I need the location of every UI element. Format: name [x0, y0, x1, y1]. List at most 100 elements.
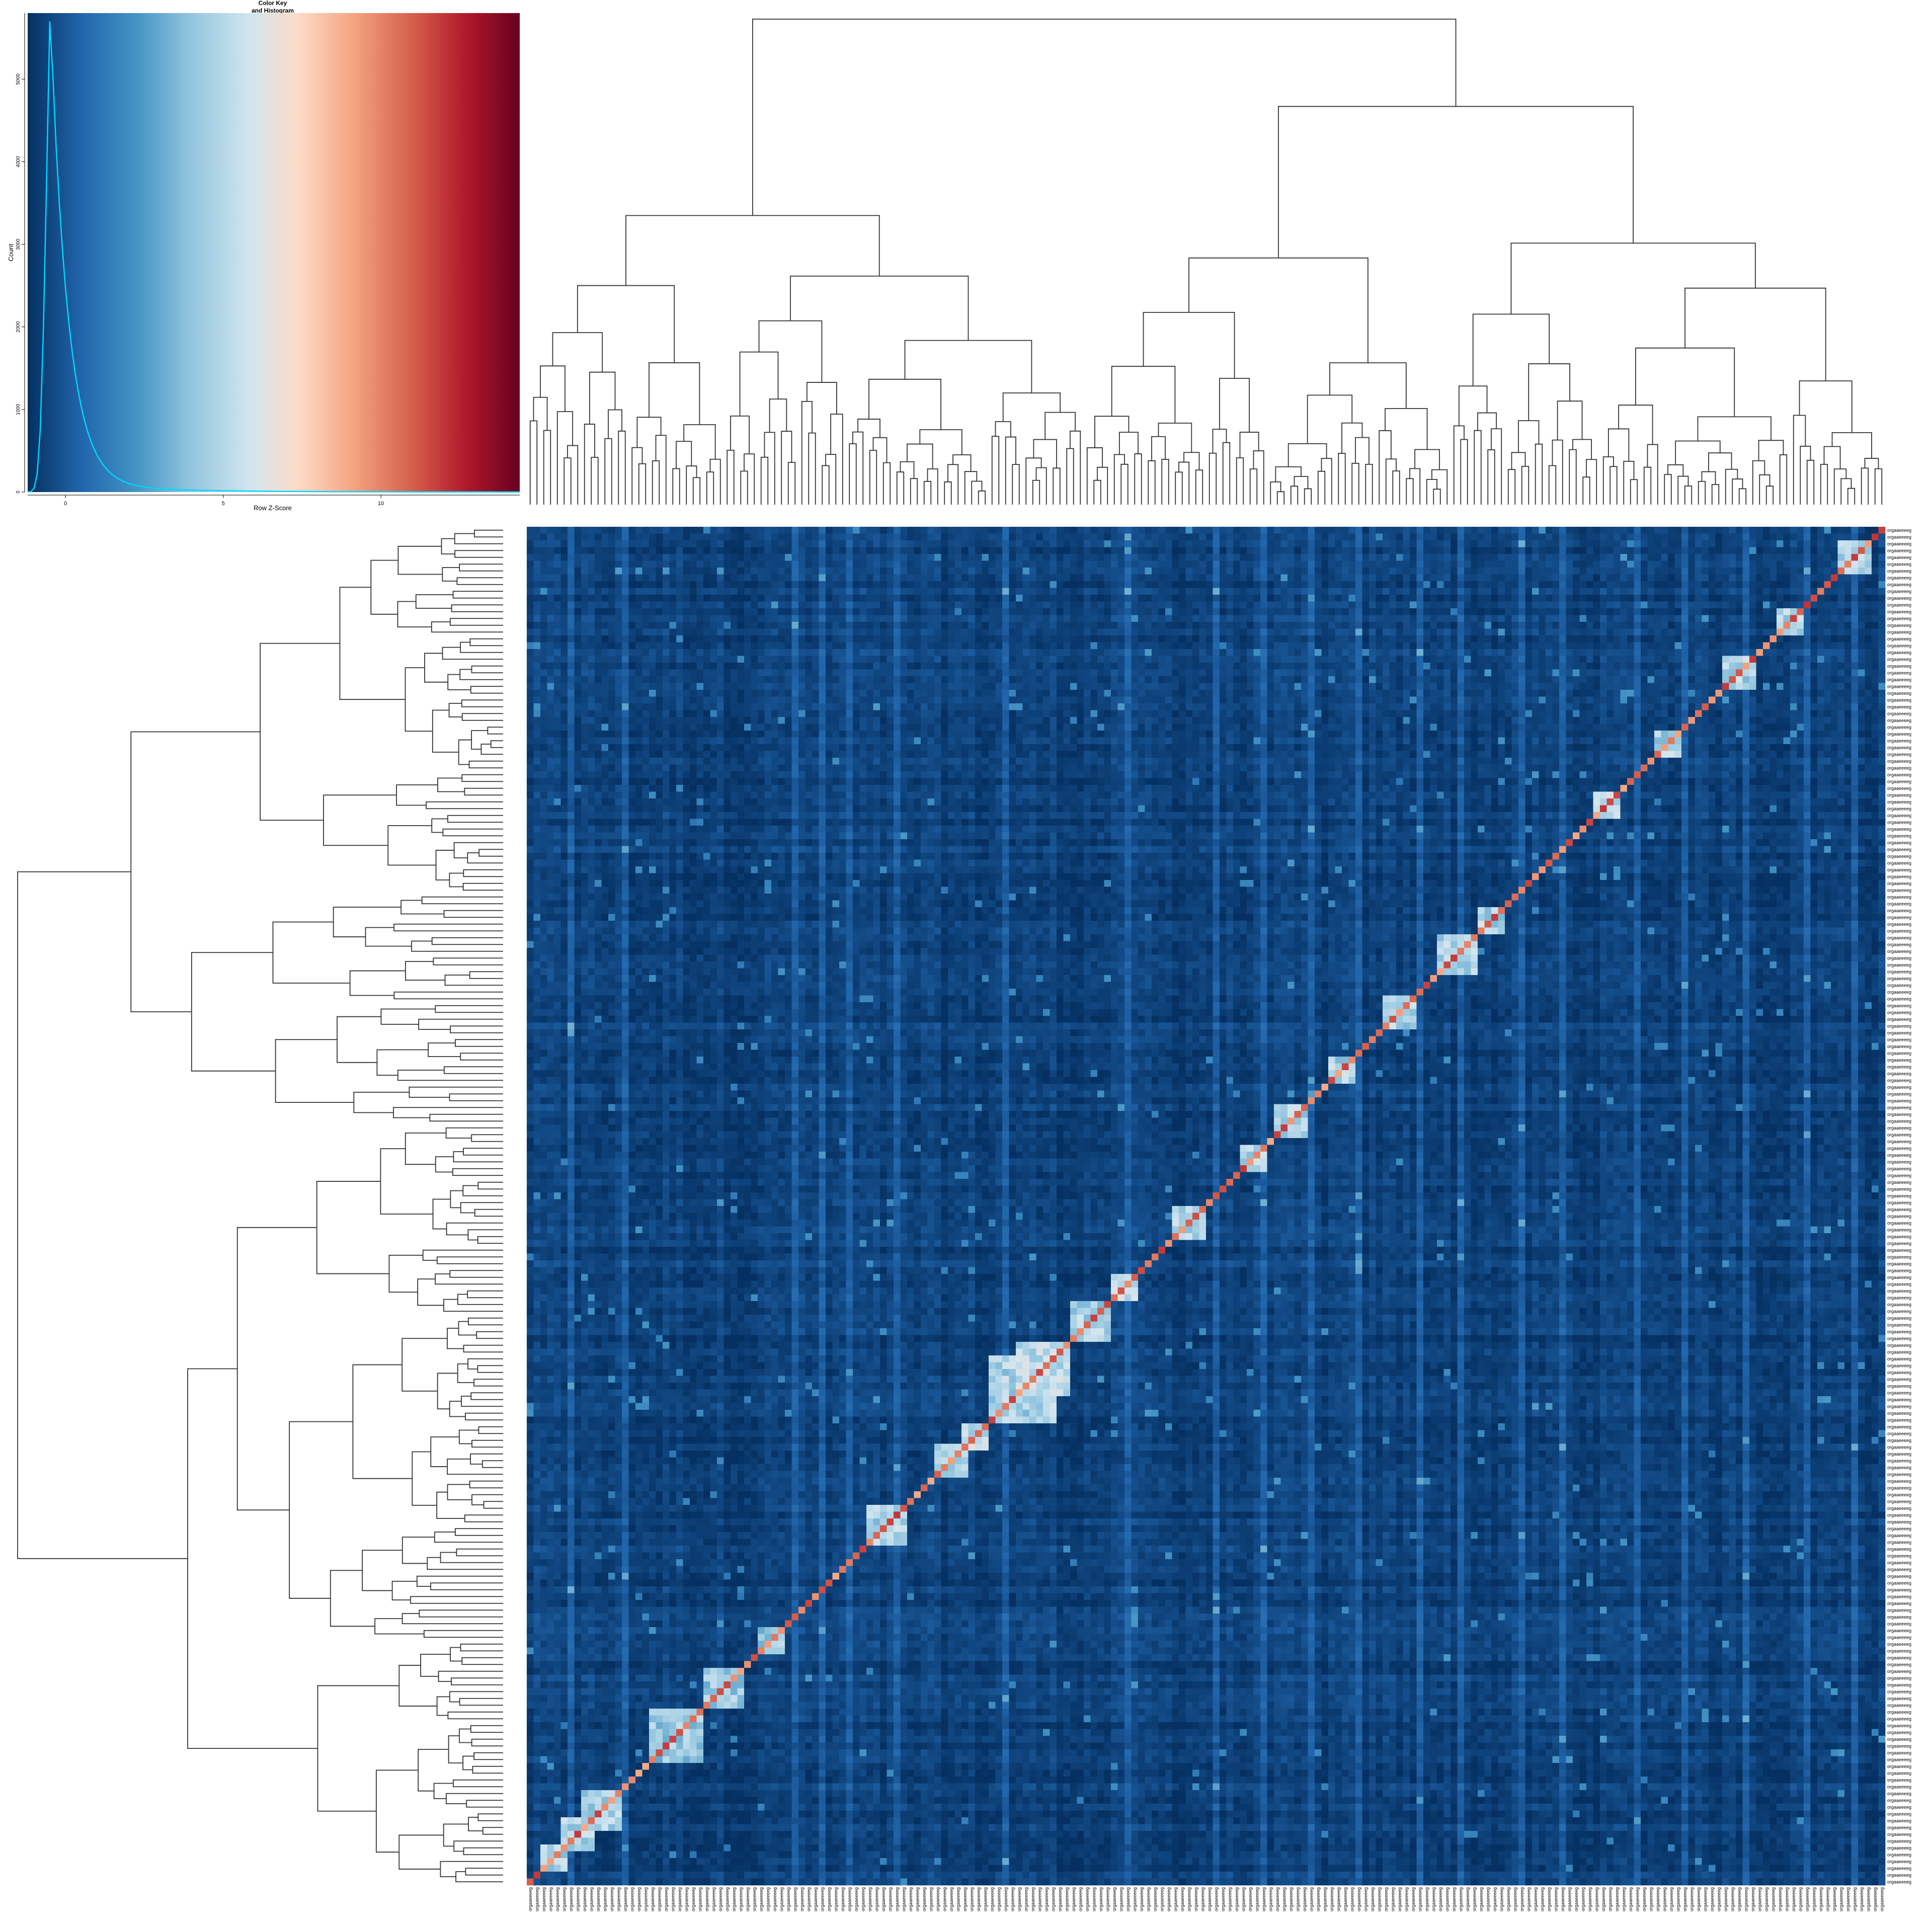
column-dendrogram-branch: [1318, 471, 1325, 505]
column-dendrogram-branch: [924, 481, 931, 505]
row-dendrogram-branch: [455, 550, 503, 557]
column-dendrogram-branch: [1553, 440, 1563, 505]
row-dendrogram-branch: [260, 643, 340, 821]
column-dendrogram-branch: [1511, 243, 1755, 314]
row-dendrogram: [18, 530, 503, 1882]
row-dendrogram-branch: [471, 686, 503, 693]
row-dendrogram-branch: [371, 560, 398, 614]
column-dendrogram-branch: [1053, 468, 1060, 505]
row-dendrogram-branch: [131, 732, 260, 1012]
column-dendrogram-branch: [944, 482, 951, 505]
column-dendrogram-branch: [1270, 482, 1280, 505]
column-dendrogram-branch: [1152, 437, 1165, 461]
row-dendrogram-branch: [397, 602, 431, 627]
column-dendrogram-branch: [1033, 480, 1040, 505]
column-dendrogram-branch: [1386, 459, 1396, 505]
column-dendrogram-branch: [656, 435, 666, 505]
row-dendrogram-branch: [443, 648, 503, 660]
column-dendrogram-branch: [1699, 481, 1706, 505]
column-dendrogram-branch: [1753, 461, 1765, 505]
column-dendrogram-branch: [649, 363, 699, 425]
color-key-ytick-label: 3000: [16, 238, 21, 250]
column-dendrogram-branch: [1036, 468, 1046, 505]
column-dendrogram-branch: [1832, 433, 1872, 458]
column-dendrogram-branch: [1459, 386, 1487, 426]
column-dendrogram-branch: [568, 446, 578, 505]
column-dendrogram-branch: [1305, 489, 1312, 505]
column-dendrogram-branch: [1678, 476, 1688, 505]
row-dendrogram-branch: [460, 642, 503, 653]
column-dendrogram-branch: [707, 472, 714, 505]
column-dendrogram-branch: [1807, 460, 1814, 505]
column-dendrogram-branch: [1636, 348, 1734, 417]
column-dendrogram-branch: [693, 477, 700, 505]
column-dendrogram-branch: [1619, 405, 1653, 444]
row-dendrogram-branch: [416, 595, 453, 608]
column-dendrogram-branch: [965, 471, 977, 505]
row-dendrogram-branch: [488, 727, 503, 734]
column-dendrogram-branch: [907, 444, 933, 469]
color-key-xlabel: Row Z-Score: [254, 504, 292, 512]
row-dendrogram-branch: [462, 700, 503, 707]
column-dendrogram-branch: [1114, 455, 1124, 505]
row-dendrogram-branch: [394, 924, 503, 931]
column-dendrogram-branch: [1223, 443, 1230, 505]
column-dendrogram-branch: [1410, 468, 1420, 505]
column-dendrogram-branch: [1732, 479, 1742, 505]
row-dendrogram-branch: [472, 666, 503, 673]
row-dendrogram-branch: [366, 928, 412, 946]
column-dendrogram-branch: [744, 454, 754, 505]
row-dendrogram-branch: [479, 849, 503, 856]
row-dendrogram-branch: [436, 850, 454, 880]
row-dendrogram-branch: [398, 546, 442, 575]
row-dendrogram-branch: [459, 564, 503, 571]
column-dendrogram-branch: [853, 432, 863, 505]
column-dendrogram-branch: [637, 417, 661, 447]
column-dendrogram-branch: [1379, 431, 1391, 505]
column-dendrogram-branch: [809, 433, 816, 505]
column-dendrogram-branch: [928, 469, 938, 505]
column-dendrogram-branch: [591, 457, 598, 505]
column-dendrogram-branch: [1759, 475, 1769, 505]
column-dendrogram: [530, 19, 1882, 505]
column-dendrogram-branch: [826, 454, 836, 505]
row-dendrogram-branch: [474, 530, 503, 537]
column-dendrogram-branch: [710, 459, 720, 505]
column-dendrogram-branch: [1549, 465, 1556, 505]
column-dendrogram-branch: [1308, 395, 1352, 444]
column-dendrogram-branch: [1006, 437, 1016, 505]
row-dendrogram-branch: [438, 778, 464, 792]
color-key: Color Key and Histogram 0 5 10010002000300…: [7, 0, 520, 512]
row-dendrogram-branch: [426, 802, 503, 809]
color-key-ytick-label: 5000: [16, 73, 21, 85]
column-dendrogram-branch: [1508, 469, 1515, 505]
row-dendrogram-branch: [406, 668, 433, 731]
column-dendrogram-branch: [1175, 472, 1182, 505]
column-dendrogram-branch: [1210, 453, 1217, 505]
column-dendrogram-branch: [1289, 444, 1327, 467]
column-dendrogram-branch: [870, 450, 877, 505]
column-dendrogram-branch: [673, 468, 680, 505]
column-dendrogram-branch: [1664, 474, 1671, 505]
column-dendrogram-branch: [901, 462, 914, 478]
column-dendrogram-branch: [1148, 461, 1155, 505]
column-dendrogram-branch: [1491, 429, 1501, 505]
row-dendrogram-branch: [412, 941, 503, 951]
column-dendrogram-branch: [1862, 468, 1869, 505]
column-dendrogram-branch: [1569, 450, 1576, 505]
row-dendrogram-branch: [432, 819, 448, 833]
column-dendrogram-branch: [831, 414, 843, 505]
column-dendrogram-branch: [1119, 432, 1138, 454]
column-dendrogram-branch: [897, 472, 904, 505]
column-dendrogram-branch: [1427, 479, 1437, 505]
row-dendrogram-branch: [324, 795, 396, 845]
column-dendrogram-branch: [948, 464, 958, 505]
column-dendrogram-branch: [1536, 444, 1543, 505]
column-dendrogram-branch: [1726, 469, 1738, 505]
column-dendrogram-branch: [534, 397, 547, 431]
row-dendrogram-branch: [450, 618, 503, 625]
column-dendrogram-branch: [1478, 413, 1496, 431]
color-key-title-line2: and Histogram: [252, 7, 294, 14]
column-dendrogram-branch: [618, 431, 625, 505]
